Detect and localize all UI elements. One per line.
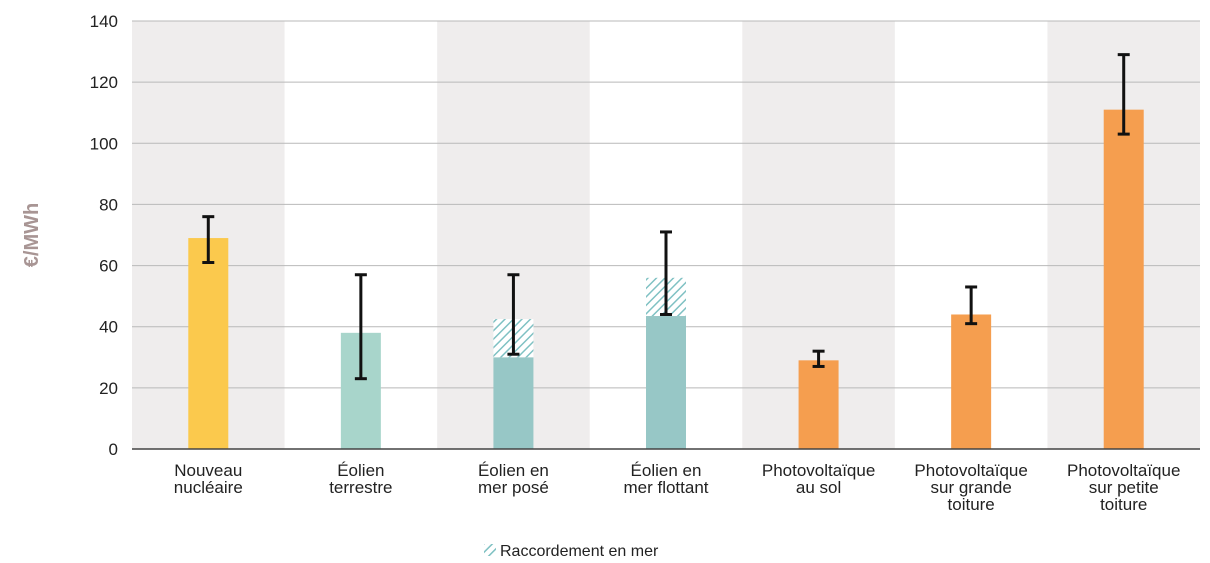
bar [188, 238, 229, 449]
error-bars [202, 53, 1130, 381]
y-tick-label: 100 [90, 134, 118, 153]
legend-label-raccordement: Raccordement en mer [500, 543, 659, 560]
y-tick-label: 0 [109, 440, 118, 459]
category-label: Éolien en mer flottant [623, 461, 708, 497]
bar [1103, 109, 1144, 450]
category-label: Photovoltaïque au sol [762, 461, 875, 497]
bars [188, 109, 1144, 450]
y-axis-label: €/MWh [21, 203, 43, 267]
category-labels: Nouveau nucléaire Éolien terrestre Éolien en… [174, 461, 1181, 514]
bar [951, 314, 992, 449]
y-tick-label: 80 [99, 195, 118, 214]
y-tick-label: 120 [90, 73, 118, 92]
y-tick-label: 140 [90, 12, 118, 31]
category-label: Nouveau nucléaire [174, 461, 243, 497]
bar [646, 316, 686, 449]
legend: Raccordement en mer [484, 543, 659, 560]
y-tick-label: 20 [99, 379, 118, 398]
legend-swatch-raccordement [484, 544, 496, 556]
y-axis-ticks: 0 20 40 60 80 100 120 140 [90, 12, 118, 459]
bar [493, 357, 534, 449]
category-label: Photovoltaïque sur petite toiture [1067, 461, 1180, 514]
y-tick-label: 40 [99, 318, 118, 337]
category-label: Éolien en mer posé [478, 461, 549, 497]
category-label: Photovoltaïque sur grande toiture [914, 461, 1027, 514]
bar [798, 360, 839, 449]
y-tick-label: 60 [99, 257, 118, 276]
category-label: Éolien terrestre [329, 461, 392, 497]
